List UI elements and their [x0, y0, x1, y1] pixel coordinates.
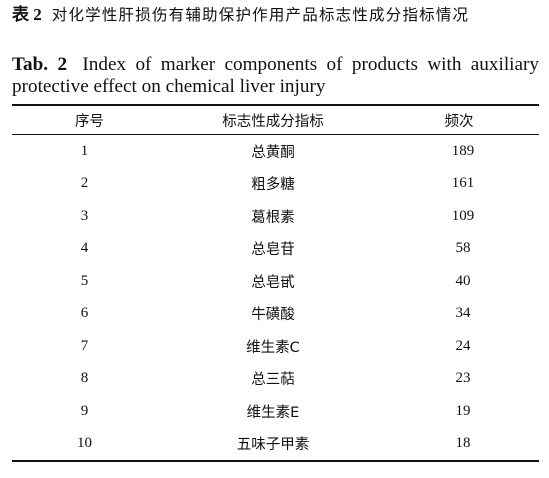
table-caption-english: Tab. 2 Index of marker components of pro… [12, 54, 539, 98]
table-label-english: Tab. 2 [12, 54, 68, 75]
row-number: 9 [80, 402, 89, 419]
table-row: 4 总皂苷 58 [12, 233, 539, 266]
row-component: 总皂甙 [251, 274, 295, 291]
row-component: 总三萜 [251, 372, 295, 389]
row-number: 7 [80, 337, 89, 354]
row-frequency: 40 [455, 272, 471, 289]
column-header-frequency: 频次 [444, 113, 474, 130]
table-title-chinese: 对化学性肝损伤有辅助保护作用产品标志性成分指标情况 [51, 6, 470, 24]
column-header-component: 标志性成分指标 [222, 113, 324, 130]
row-component: 五味子甲素 [236, 437, 310, 454]
table-row: 5 总皂甙 40 [12, 265, 539, 298]
row-component: 葛根素 [251, 209, 295, 226]
marker-components-table: 序号 标志性成分指标 频次 1 总黄酮 189 2 粗多糖 161 3 葛根素 … [12, 104, 539, 462]
table-row: 10 五味子甲素 18 [12, 428, 539, 461]
row-number: 8 [80, 370, 89, 387]
row-number: 2 [80, 175, 89, 192]
table-caption-chinese: 表 2 对化学性肝损伤有辅助保护作用产品标志性成分指标情况 [12, 4, 539, 48]
table-row: 9 维生素E 19 [12, 395, 539, 428]
row-frequency: 19 [455, 402, 471, 419]
row-component: 维生素C [246, 339, 300, 356]
row-number: 3 [80, 207, 89, 224]
table-row: 8 总三萜 23 [12, 363, 539, 396]
row-frequency: 23 [455, 370, 471, 387]
row-frequency: 24 [455, 337, 471, 354]
row-frequency: 58 [455, 240, 471, 257]
row-frequency: 18 [455, 435, 471, 452]
table-row: 3 葛根素 109 [12, 200, 539, 233]
row-component: 粗多糖 [251, 177, 295, 194]
row-frequency: 109 [451, 207, 475, 224]
table-title-english: Index of marker components of products w… [12, 54, 539, 97]
row-frequency: 161 [451, 175, 475, 192]
table-row: 6 牛磺酸 34 [12, 298, 539, 331]
row-number: 5 [80, 272, 89, 289]
table-header-row: 序号 标志性成分指标 频次 [12, 105, 539, 135]
row-component: 牛磺酸 [251, 307, 295, 324]
row-number: 6 [80, 305, 89, 322]
row-component: 维生素E [246, 404, 300, 421]
row-frequency: 34 [455, 305, 471, 322]
row-number: 10 [76, 435, 92, 452]
row-component: 总黄酮 [251, 144, 295, 161]
table-row: 7 维生素C 24 [12, 330, 539, 363]
row-number: 4 [80, 240, 89, 257]
table-label-chinese: 表 2 [12, 5, 42, 24]
row-component: 总皂苷 [251, 242, 295, 259]
table-row: 2 粗多糖 161 [12, 168, 539, 201]
table-row: 1 总黄酮 189 [12, 135, 539, 168]
column-header-number: 序号 [74, 113, 104, 130]
row-frequency: 189 [451, 142, 475, 159]
row-number: 1 [80, 142, 89, 159]
document-page: 表 2 对化学性肝损伤有辅助保护作用产品标志性成分指标情况 Tab. 2 Inde… [12, 4, 539, 462]
